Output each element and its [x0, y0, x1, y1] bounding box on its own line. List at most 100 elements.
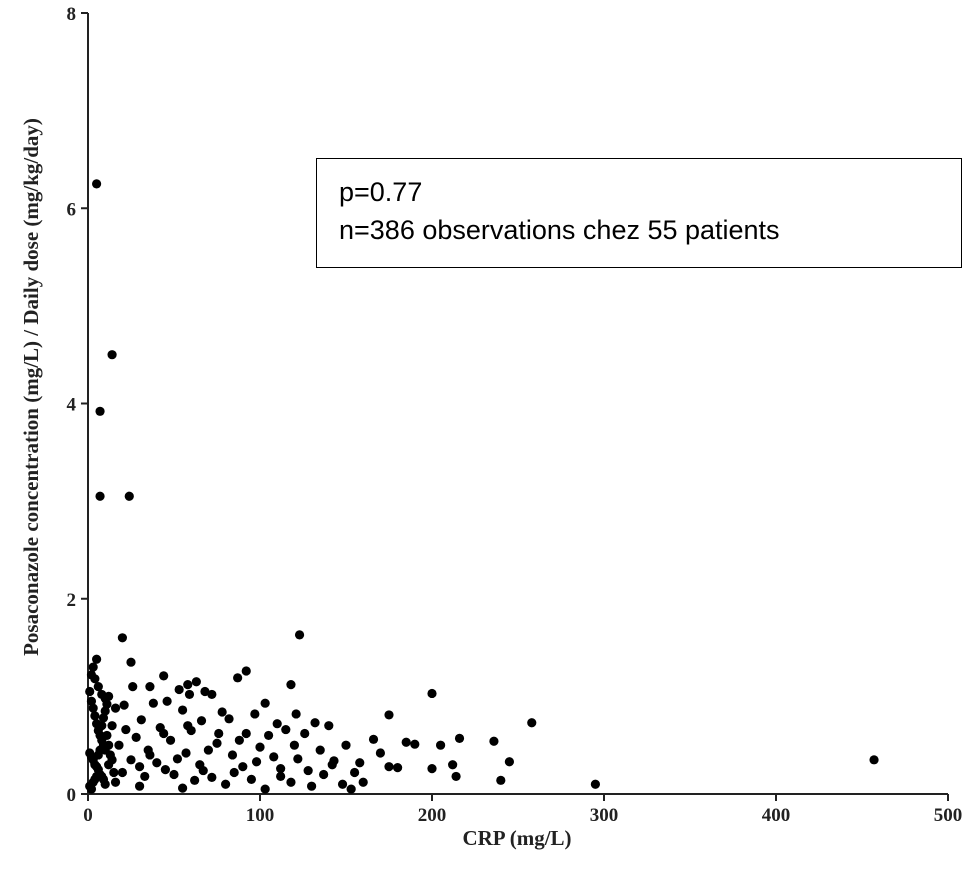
data-point: [255, 742, 265, 752]
data-point: [286, 777, 296, 787]
data-point: [90, 711, 100, 721]
data-point: [140, 771, 150, 782]
data-point: [294, 630, 305, 640]
data-point: [281, 724, 291, 735]
data-point: [135, 781, 145, 791]
data-point: [131, 732, 141, 742]
data-point: [384, 762, 394, 772]
y-tick-label: 0: [67, 785, 77, 806]
data-point: [375, 748, 385, 758]
axes: [87, 13, 948, 795]
data-point: [869, 755, 879, 765]
data-point: [207, 689, 217, 700]
data-point: [110, 703, 121, 713]
annotation-p-value: p=0.77: [339, 177, 423, 207]
data-point: [196, 716, 207, 726]
data-point: [191, 677, 201, 687]
data-point: [224, 714, 234, 724]
data-point: [276, 764, 286, 774]
data-point: [128, 682, 138, 692]
data-point: [250, 709, 260, 719]
data-point: [260, 698, 270, 708]
data-point: [260, 784, 270, 794]
data-point: [504, 757, 514, 767]
data-point: [95, 491, 105, 501]
data-point: [159, 728, 169, 739]
data-point: [214, 728, 224, 739]
data-point: [454, 733, 465, 743]
data-point: [88, 703, 98, 713]
data-point: [272, 719, 282, 729]
data-point: [126, 755, 136, 765]
data-point: [152, 758, 162, 768]
data-point: [276, 771, 286, 782]
x-axis-title: CRP (mg/L): [462, 826, 571, 850]
data-point: [117, 633, 127, 643]
data-point: [269, 752, 279, 762]
data-point: [427, 688, 437, 699]
data-point: [93, 682, 103, 692]
annotation-box: p=0.77 n=386 observations chez 55 patien…: [316, 158, 962, 268]
data-point: [107, 721, 117, 731]
y-ticks: 0 2 4 6 8: [67, 4, 88, 806]
data-point: [181, 748, 191, 758]
data-point: [307, 781, 317, 791]
data-point: [174, 684, 184, 695]
data-point: [355, 758, 365, 768]
x-tick-label: 500: [934, 805, 963, 826]
data-point: [92, 771, 102, 782]
data-point: [337, 779, 348, 789]
data-point: [200, 686, 210, 697]
data-point: [393, 763, 403, 773]
data-point: [148, 698, 158, 708]
data-point: [234, 735, 244, 745]
data-point: [136, 715, 146, 725]
data-point: [229, 767, 239, 778]
data-point: [590, 779, 601, 789]
data-point: [95, 745, 105, 755]
data-point: [315, 745, 325, 755]
data-point: [251, 757, 262, 767]
data-point: [489, 736, 499, 746]
data-point: [384, 710, 394, 720]
data-point: [427, 764, 437, 774]
data-point: [169, 769, 179, 780]
data-point: [327, 760, 337, 770]
data-point: [527, 718, 537, 728]
data-point: [190, 775, 200, 785]
data-point: [102, 699, 112, 709]
data-point: [165, 735, 176, 745]
data-point: [324, 721, 334, 731]
data-point: [107, 350, 117, 360]
data-point: [88, 662, 98, 672]
data-point: [159, 671, 169, 681]
data-point: [401, 737, 411, 747]
data-point: [172, 754, 183, 764]
data-point: [289, 740, 299, 750]
data-point: [97, 689, 107, 700]
data-point: [198, 765, 208, 776]
data-point: [238, 762, 248, 772]
x-tick-label: 100: [246, 805, 275, 826]
data-point: [212, 738, 222, 748]
data-point: [241, 666, 251, 676]
data-point: [90, 674, 100, 684]
data-point: [303, 765, 313, 776]
data-point: [121, 724, 131, 735]
data-point: [110, 777, 121, 787]
x-tick-label: 200: [418, 805, 447, 826]
data-point: [246, 774, 256, 784]
data-point: [217, 707, 227, 717]
data-point: [162, 696, 172, 706]
data-point: [119, 700, 129, 710]
data-point: [183, 680, 193, 690]
data-point: [114, 740, 124, 750]
data-point: [145, 750, 155, 760]
data-point: [117, 767, 127, 778]
data-point: [436, 740, 446, 750]
y-tick-label: 6: [67, 199, 77, 220]
data-point: [496, 775, 506, 785]
data-point: [346, 784, 356, 794]
data-point: [124, 491, 134, 501]
